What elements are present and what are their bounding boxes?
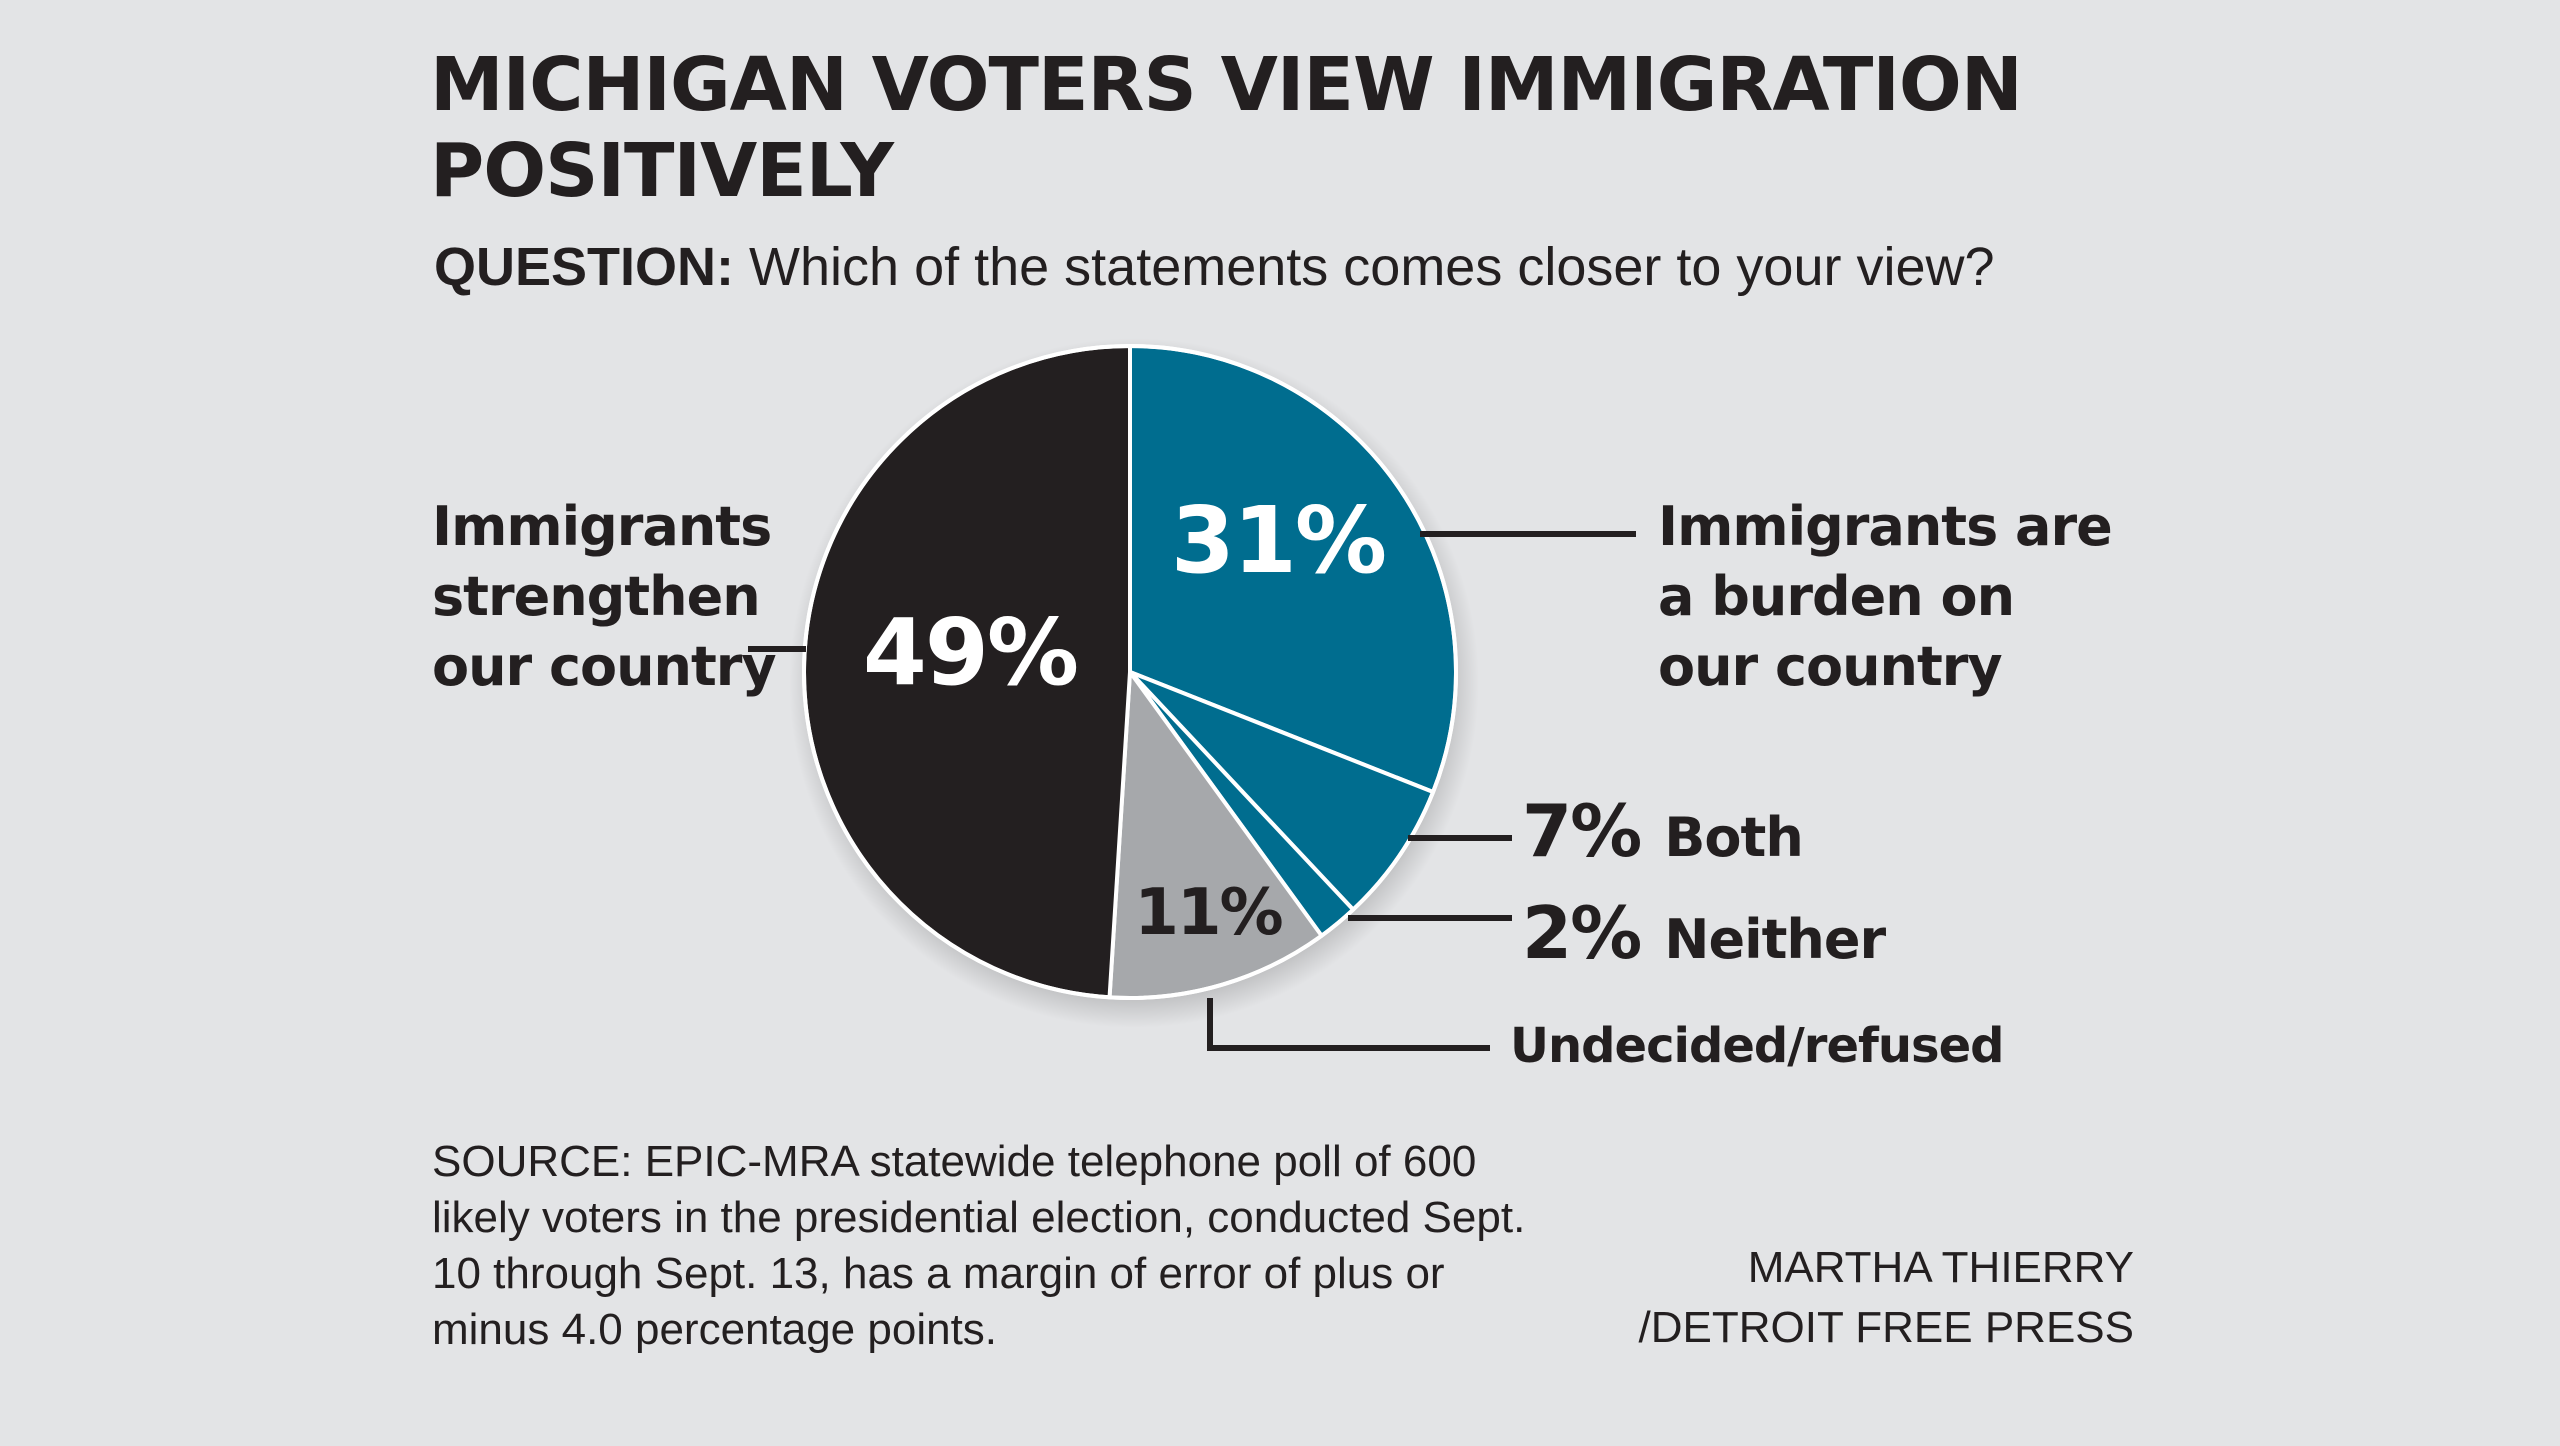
label-both-value: 7% <box>1522 789 1642 873</box>
slice-value-strengthen: 49% <box>863 599 1077 706</box>
label-neither: 2% Neither <box>1522 897 1886 975</box>
source-note: SOURCE: EPIC-MRA statewide telephone pol… <box>432 1137 1526 1354</box>
question-label: QUESTION: <box>434 237 735 297</box>
label-strengthen-line-3: our country <box>432 635 777 698</box>
label-neither-value: 2% <box>1522 891 1642 975</box>
label-burden-line-3: our country <box>1658 635 2003 698</box>
slice-value-burden: 31% <box>1171 487 1385 594</box>
label-burden-line-1: Immigrants are <box>1658 495 2113 558</box>
label-strengthen: Immigrants strengthen our country <box>432 492 777 702</box>
label-strengthen-line-2: strengthen <box>432 565 761 628</box>
label-both-text: Both <box>1664 806 1804 869</box>
leader-lines <box>748 531 1636 1051</box>
pie-slices <box>802 344 1458 1000</box>
label-both: 7% Both <box>1522 795 1804 873</box>
label-undecided: Undecided/refused <box>1510 1018 2005 1074</box>
label-burden-line-2: a burden on <box>1658 565 2015 628</box>
credit-line-2: /DETROIT FREE PRESS <box>1638 1303 2135 1352</box>
label-burden: Immigrants are a burden on our country <box>1658 492 2113 702</box>
question-text: Which of the statements comes closer to … <box>749 237 1995 297</box>
question: QUESTION: Which of the statements comes … <box>434 232 1995 302</box>
label-neither-text: Neither <box>1664 908 1886 971</box>
slice-value-undecided: 11% <box>1134 876 1282 950</box>
label-strengthen-line-1: Immigrants <box>432 495 772 558</box>
leader-line-undecided <box>1207 998 1490 1051</box>
credit-line-1: MARTHA THIERRY <box>1747 1243 2134 1292</box>
chart-title: MICHIGAN VOTERS VIEW IMMIGRATION POSITIV… <box>430 42 2023 214</box>
credit: MARTHA THIERRY /DETROIT FREE PRESS <box>1639 1238 2135 1358</box>
pie-outline <box>802 344 1458 1000</box>
